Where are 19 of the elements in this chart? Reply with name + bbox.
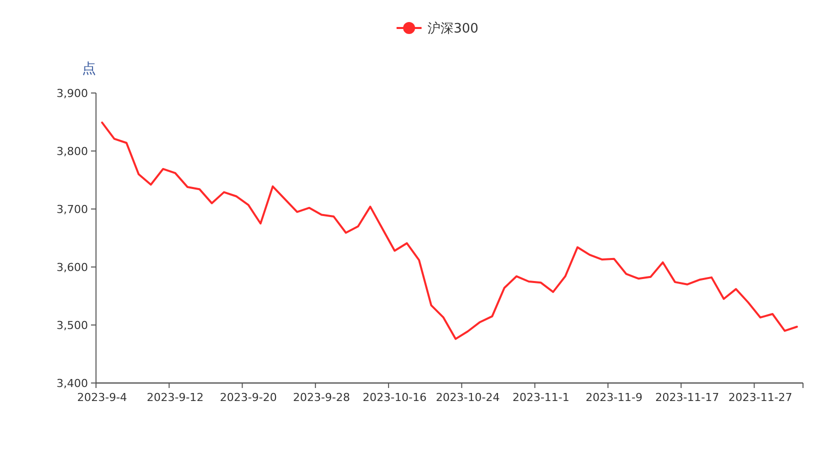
x-tick-label: 2023-11-27 [728, 391, 792, 404]
x-tick-label: 2023-10-16 [362, 391, 427, 404]
x-tick-label: 2023-11-9 [586, 391, 643, 404]
y-tick-label: 3,600 [56, 261, 88, 274]
legend-label: 沪深300 [428, 20, 478, 36]
x-tick-label: 2023-11-1 [512, 391, 570, 404]
x-tick-label: 2023-9-12 [146, 391, 204, 404]
y-tick-label: 3,800 [56, 145, 88, 158]
x-tick-label: 2023-11-17 [655, 391, 720, 404]
y-axis-title: 点 [82, 61, 96, 77]
legend: 沪深300 [396, 22, 478, 36]
x-tick-label: 2023-9-4 [77, 391, 128, 404]
y-tick-label: 3,700 [56, 203, 88, 216]
x-tick-label: 2023-9-28 [293, 391, 350, 404]
y-tick-label: 3,900 [56, 87, 88, 100]
x-tick-label: 2023-10-24 [436, 391, 500, 404]
y-tick-label: 3,500 [56, 319, 88, 332]
x-tick-label: 2023-9-20 [220, 391, 277, 404]
y-tick-label: 3,400 [56, 377, 88, 390]
